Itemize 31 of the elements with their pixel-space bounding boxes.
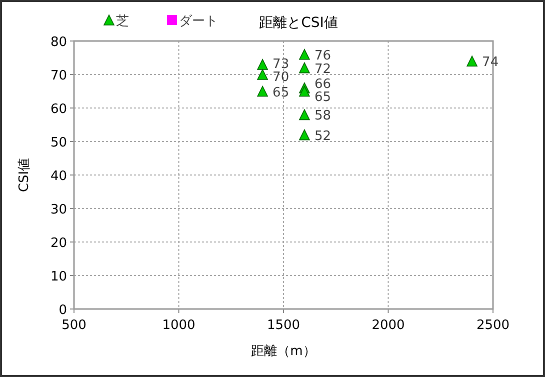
y-tick-label: 60 <box>50 102 67 117</box>
legend-label: 芝 <box>116 14 129 29</box>
y-tick-label: 50 <box>50 136 67 150</box>
x-axis-title: 距離（m） <box>251 344 316 359</box>
chart-title: 距離とCSI値 <box>259 15 338 31</box>
data-label: 58 <box>314 108 331 124</box>
legend-item: ダート <box>167 14 218 29</box>
data-label: 65 <box>314 90 331 106</box>
data-label: 65 <box>272 85 290 100</box>
x-tick-label: 1000 <box>162 318 196 333</box>
data-label: 66 <box>314 77 331 92</box>
legend-item: 芝 <box>103 14 129 29</box>
y-tick-label: 30 <box>50 202 67 218</box>
y-tick-label: 40 <box>50 169 67 184</box>
legend-label: ダート <box>179 14 218 29</box>
y-tick-label: 80 <box>50 35 67 50</box>
x-tick-label: 500 <box>62 318 86 333</box>
x-tick-label: 1500 <box>266 318 300 333</box>
y-tick-label: 10 <box>50 270 67 284</box>
y-tick-label: 70 <box>50 68 67 84</box>
data-label: 73 <box>272 56 290 72</box>
data-label: 76 <box>314 48 331 64</box>
data-label: 52 <box>314 128 331 144</box>
x-tick-label: 2500 <box>476 318 510 333</box>
y-tick-label: 0 <box>58 303 67 318</box>
data-label: 72 <box>314 62 331 77</box>
y-tick-label: 20 <box>50 236 67 251</box>
data-label: 74 <box>482 55 499 70</box>
y-axis-title: CSI値 <box>17 158 32 192</box>
x-tick-label: 2000 <box>372 318 405 333</box>
data-label: 70 <box>272 70 290 85</box>
